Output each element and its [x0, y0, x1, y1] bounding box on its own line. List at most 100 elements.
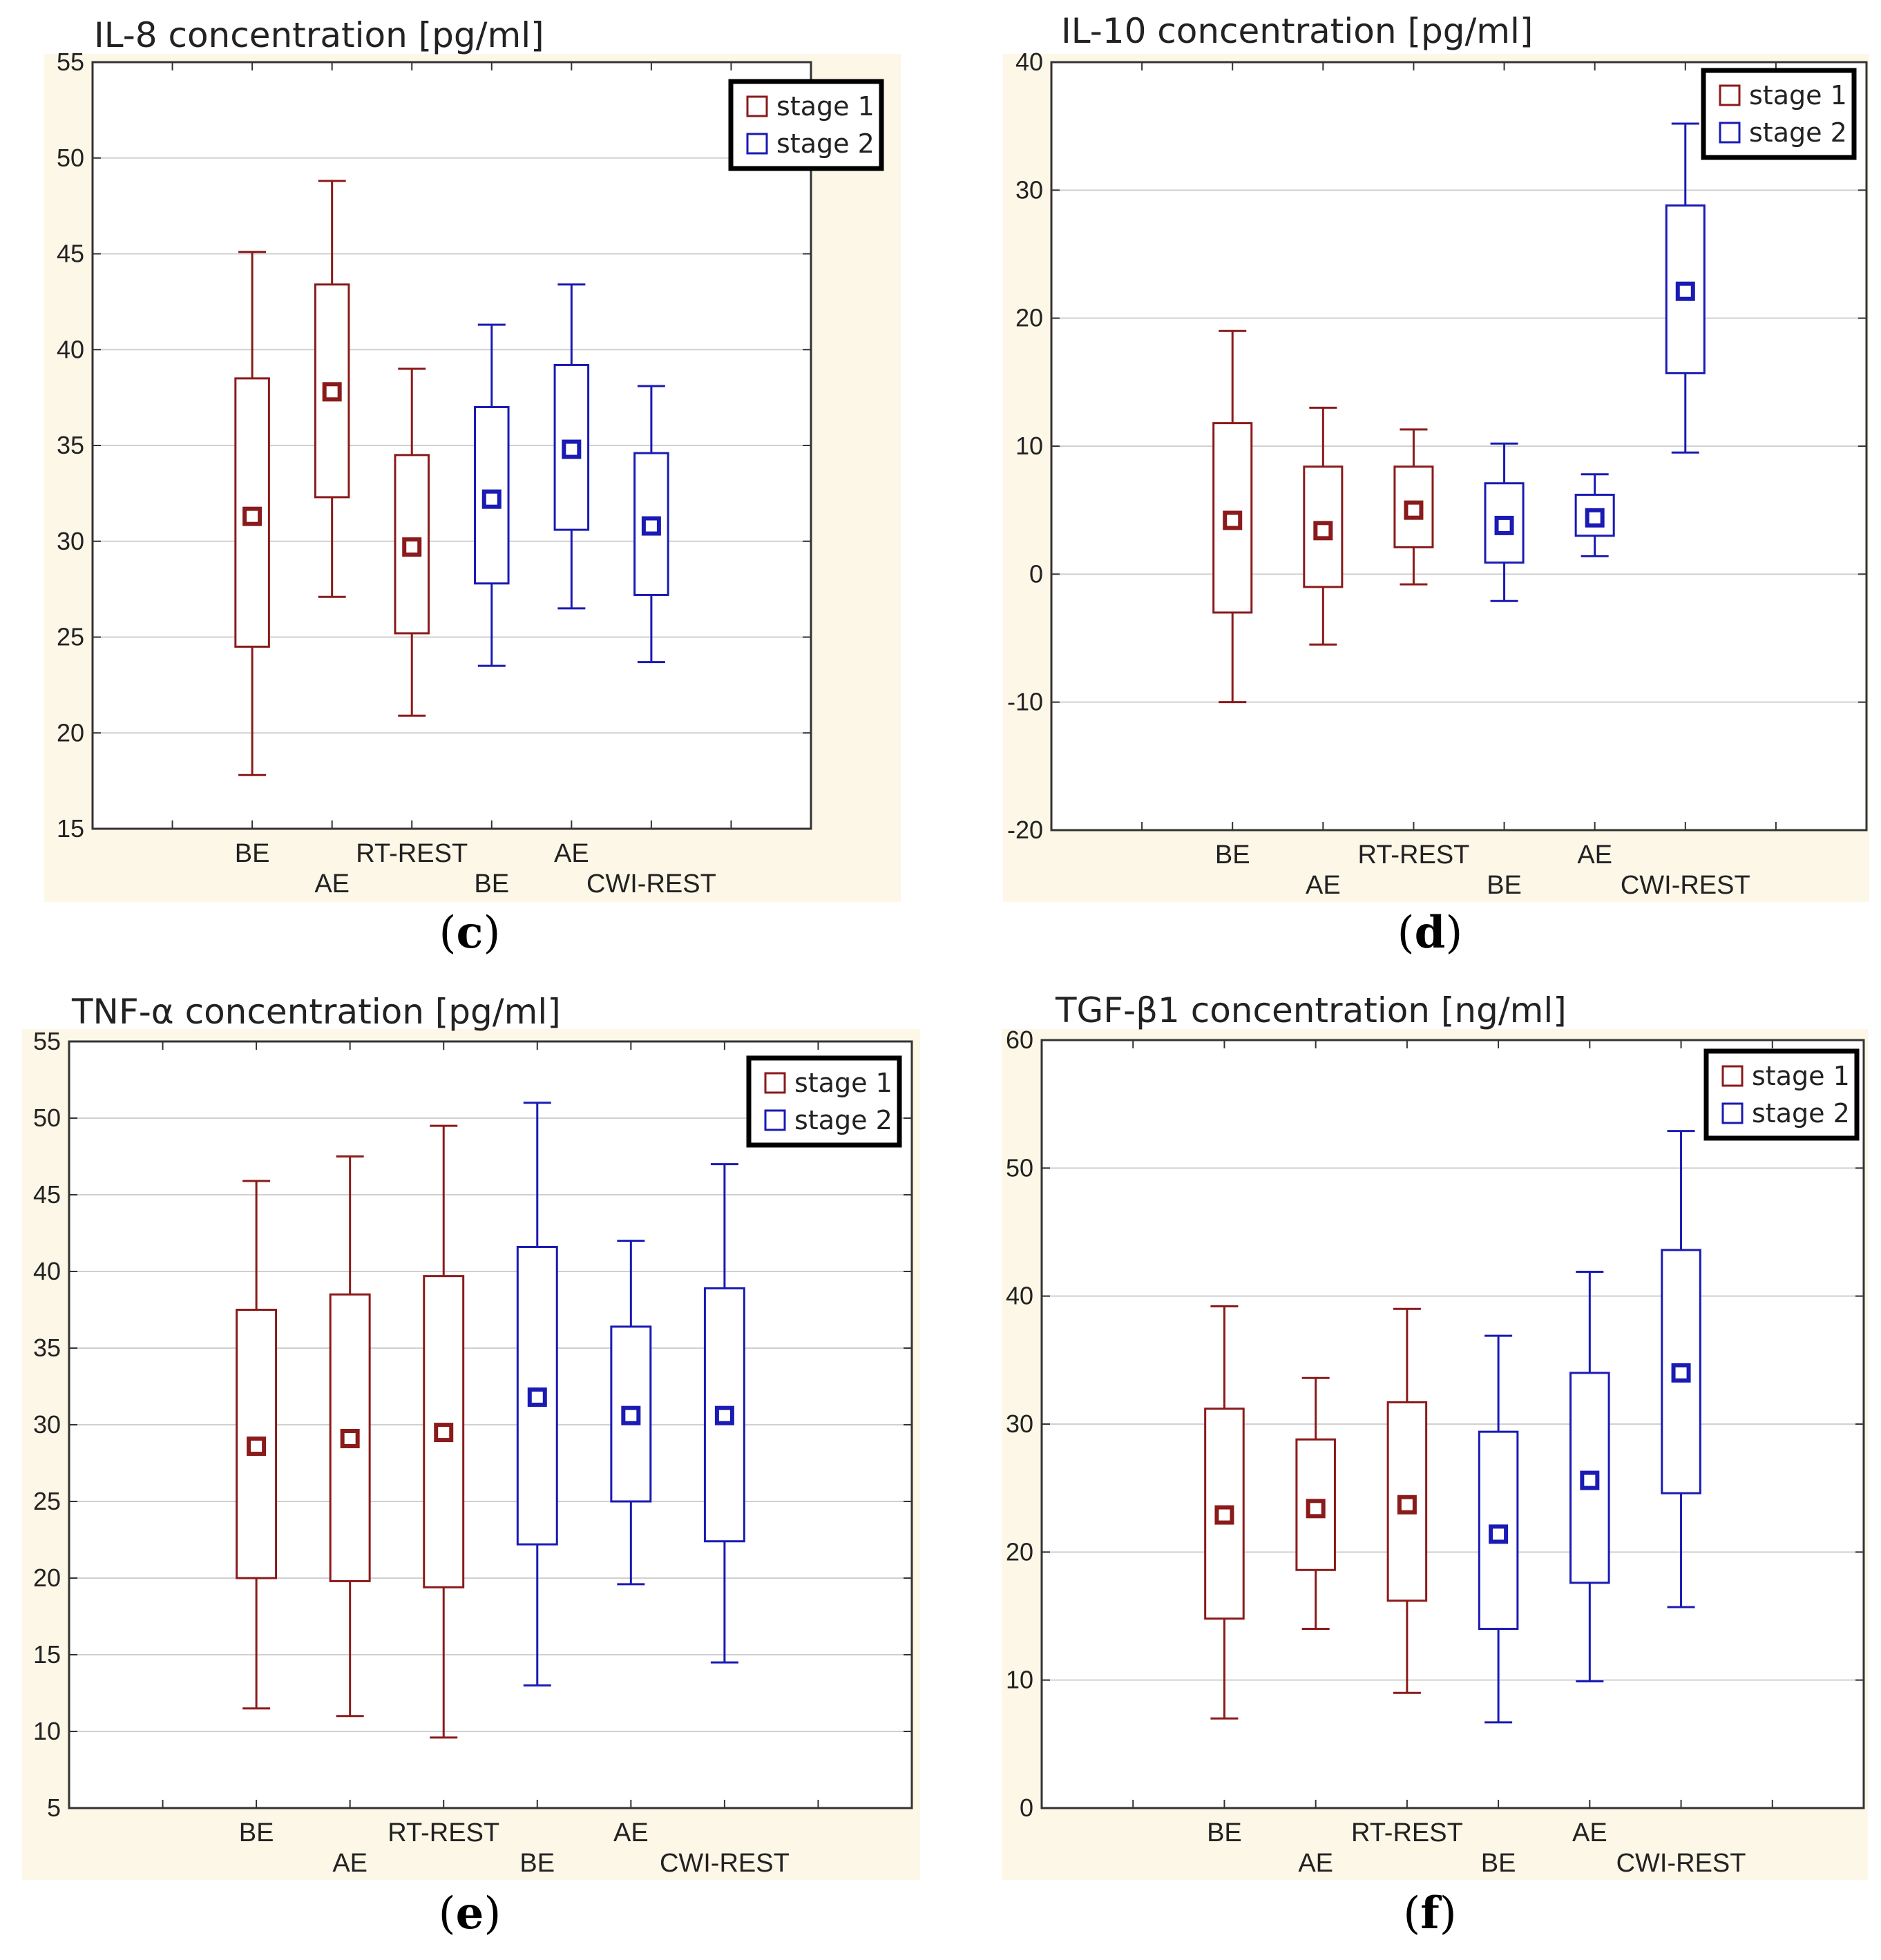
mean-marker [1214, 1505, 1234, 1525]
mean-marker [1671, 1363, 1691, 1383]
chart-title: TNF-α concentration [pg/ml] [71, 992, 561, 1032]
box-stage1-ae [1303, 406, 1344, 646]
x-category-label: CWI-REST [586, 869, 716, 899]
x-category-label: BE [474, 869, 509, 899]
plot-frame [1040, 1039, 1865, 1809]
chart-panel-d: IL-10 concentration [pg/ml] -20 -10 0 10 20 30… [1003, 11, 1869, 959]
y-tick-label: 30 [1006, 1410, 1033, 1438]
box-stage1-rt-rest [1386, 1307, 1428, 1694]
x-category-label: BE [519, 1849, 555, 1878]
box-body [1212, 422, 1253, 614]
mean-marker [1494, 515, 1514, 535]
chart-title: TGF-β1 concentration [ng/ml] [1055, 990, 1567, 1030]
legend-label: stage 2 [794, 1105, 892, 1135]
y-tick-label: 0 [1020, 1794, 1033, 1822]
x-category-label: CWI-REST [1621, 871, 1750, 900]
x-category-label: RT-REST [1358, 840, 1470, 869]
mean-marker [621, 1405, 641, 1425]
x-category-label: BE [235, 839, 270, 868]
box-stage2-be [1484, 442, 1525, 602]
legend-swatch-stage2 [764, 1109, 786, 1131]
mean-marker [242, 506, 262, 526]
chart-panel-f: TGF-β1 concentration [ng/ml] 0 10 20 30 40 50 6… [1002, 990, 1868, 1939]
x-category-label: BE [1487, 871, 1522, 900]
y-tick-label: 40 [57, 335, 84, 363]
legend-label: stage 2 [776, 128, 875, 159]
box-stage2-be [1478, 1334, 1519, 1724]
x-category-label: AE [554, 839, 589, 868]
y-tick-label: 20 [1006, 1537, 1033, 1566]
x-category-label: AE [1298, 1849, 1333, 1878]
x-category-label: CWI-REST [660, 1849, 790, 1878]
legend-swatch-stage2 [1721, 1102, 1744, 1124]
box-stage1-be [236, 1180, 278, 1710]
box-stage1-be [1212, 329, 1253, 704]
legend: stage 1 stage 2 [746, 1055, 902, 1148]
legend-swatch-stage1 [746, 95, 768, 117]
legend-label: stage 1 [1749, 80, 1847, 111]
y-tick-label: -10 [1007, 688, 1043, 716]
mean-marker [641, 516, 661, 536]
legend-label: stage 1 [776, 91, 875, 122]
mean-marker [714, 1405, 734, 1425]
y-tick-label: 25 [57, 623, 84, 651]
legend-label: stage 1 [794, 1068, 892, 1098]
y-tick-label: 60 [1006, 1026, 1033, 1054]
legend: stage 1 stage 2 [1701, 68, 1857, 160]
x-category-label: RT-REST [1351, 1818, 1463, 1847]
x-category-label: AE [1572, 1818, 1607, 1847]
x-category-label: RT-REST [356, 839, 468, 868]
chart-panel-c: IL-8 concentration [pg/ml] 15 20 25 30 35 40 45… [44, 15, 901, 959]
mean-marker [247, 1437, 267, 1457]
legend-swatch-stage2 [1719, 122, 1741, 144]
chart-panel-e: TNF-α concentration [pg/ml] 5 10 15 20 25 30 35… [22, 992, 920, 1939]
mean-marker [1306, 1499, 1326, 1519]
y-tick-label: 10 [1006, 1666, 1033, 1694]
box-stage2-be [474, 323, 510, 667]
mean-marker [1223, 510, 1243, 530]
mean-marker [1397, 1495, 1417, 1515]
legend-label: stage 2 [1749, 117, 1847, 148]
mean-marker [1585, 508, 1605, 528]
plot-frame [91, 61, 812, 830]
chart-title: IL-10 concentration [pg/ml] [1061, 11, 1533, 51]
box-stage1-rt-rest [423, 1124, 465, 1739]
x-category-label: AE [332, 1849, 367, 1878]
y-tick-label: 45 [33, 1180, 61, 1209]
y-tick-label: 35 [57, 431, 84, 459]
x-category-label: BE [1481, 1849, 1516, 1878]
panel-label: (f) [1403, 1887, 1456, 1939]
panel-label: (e) [439, 1887, 502, 1939]
box-stage1-rt-rest [394, 367, 430, 717]
y-tick-label: 30 [1015, 175, 1043, 204]
box-stage1-be [234, 251, 270, 776]
legend-swatch-stage2 [746, 133, 768, 155]
box-stage1-be [1204, 1305, 1245, 1720]
box-stage2-ae [610, 1240, 652, 1586]
legend: stage 1 stage 2 [728, 79, 884, 171]
box-stage2-cwi-rest [633, 385, 669, 664]
y-tick-label: 20 [33, 1564, 61, 1592]
box-stage1-ae [314, 180, 350, 598]
y-tick-label: 20 [57, 718, 84, 747]
x-category-label: BE [239, 1818, 274, 1847]
y-tick-label: 30 [33, 1410, 61, 1439]
x-category-label: CWI-REST [1616, 1849, 1746, 1878]
y-tick-label: 20 [1015, 304, 1043, 332]
panel-label: (d) [1397, 907, 1463, 959]
y-tick-label: 55 [57, 48, 84, 76]
plot-frame [1050, 61, 1868, 832]
y-tick-label: 35 [33, 1334, 61, 1362]
y-tick-label: 30 [57, 527, 84, 555]
y-tick-label: 40 [1006, 1282, 1033, 1310]
y-tick-label: 50 [1006, 1153, 1033, 1182]
y-tick-label: 55 [33, 1027, 61, 1055]
box-stage2-ae [1569, 1270, 1610, 1683]
box-stage2-cwi-rest [703, 1163, 745, 1664]
x-category-label: BE [1207, 1818, 1242, 1847]
y-tick-label: 5 [47, 1794, 61, 1822]
y-tick-label: 45 [57, 240, 84, 268]
x-category-label: AE [613, 1818, 649, 1847]
legend-swatch-stage1 [1719, 84, 1741, 106]
